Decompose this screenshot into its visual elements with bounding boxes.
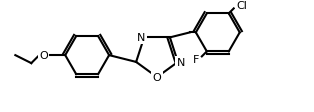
Text: F: F [193, 55, 199, 65]
Text: Cl: Cl [236, 1, 247, 11]
Text: N: N [177, 57, 185, 67]
Text: O: O [153, 72, 161, 82]
Text: O: O [39, 51, 48, 61]
Text: N: N [137, 33, 145, 43]
